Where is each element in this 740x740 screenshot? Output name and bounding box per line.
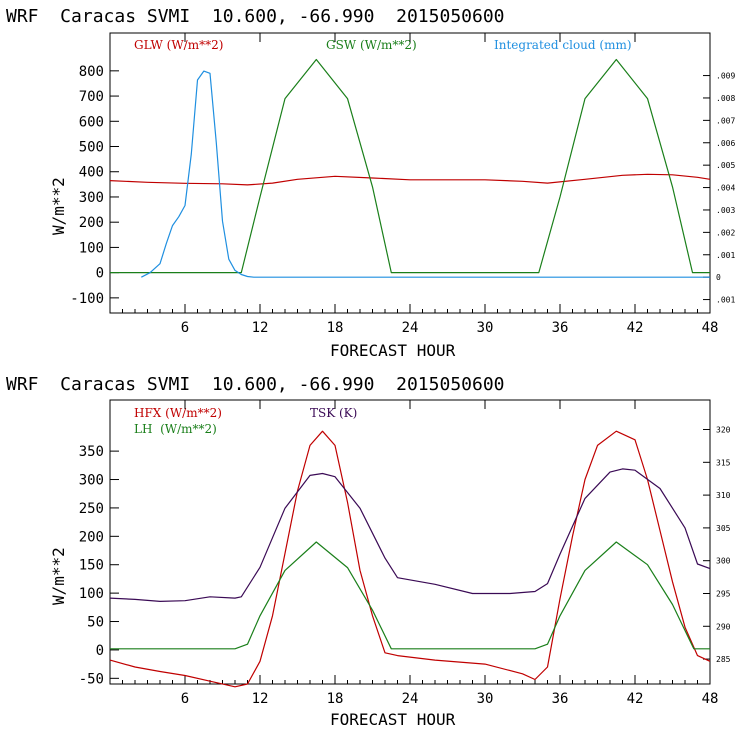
top-right-tick-label: .002 <box>716 228 735 237</box>
bottom-y-tick-label: -50 <box>79 671 104 687</box>
top-x-axis-label: FORECAST HOUR <box>330 341 456 360</box>
bottom-right-tick-label: 300 <box>716 557 731 566</box>
bottom-x-axis-label: FORECAST HOUR <box>330 710 456 729</box>
bottom-y-tick-label: 200 <box>79 529 104 545</box>
bottom-series-layer <box>109 430 711 688</box>
top-right-tick-label: .008 <box>716 94 735 103</box>
top-right-tick-label: .005 <box>716 161 735 170</box>
top-x-tick-label: 12 <box>252 320 269 336</box>
bottom-y-tick-label: 250 <box>79 501 104 517</box>
top-x-tick-label: 18 <box>327 320 344 336</box>
top-chart-title: WRF Caracas SVMI 10.600, -66.990 2015050… <box>6 6 505 27</box>
bottom-y-tick-label: 100 <box>79 586 104 602</box>
top-axis-ticks: 6 12 18 24 30 36 42 48 -100 0 100 200 300 400 500 600 70… <box>70 33 735 336</box>
bottom-y-tick-label: 150 <box>79 558 104 574</box>
top-right-tick-label: .009 <box>716 72 735 81</box>
top-x-tick-label: 6 <box>181 320 189 336</box>
top-y-axis-label: W/m**2 <box>49 177 68 235</box>
top-legend-cloud: Integrated cloud (mm) <box>494 38 632 52</box>
top-y-tick-label: 300 <box>79 190 104 206</box>
top-right-tick-label: .001 <box>716 296 735 305</box>
bottom-series-hfx <box>109 430 711 688</box>
top-y-tick-label: 200 <box>79 215 104 231</box>
top-right-tick-label: .004 <box>716 184 735 193</box>
bottom-x-tick-label: 12 <box>252 691 269 707</box>
bottom-y-tick-label: 0 <box>96 643 104 659</box>
top-series-layer <box>109 58 711 278</box>
bottom-legend-tsk: TSK (K) <box>310 406 357 420</box>
bottom-right-tick-label: 295 <box>716 589 731 598</box>
top-x-tick-label: 30 <box>477 320 494 336</box>
bottom-y-tick-label: 50 <box>87 615 104 631</box>
top-y-tick-label: 700 <box>79 89 104 105</box>
bottom-panel: WRF Caracas SVMI 10.600, -66.990 2015050… <box>6 374 731 729</box>
bottom-series-tsk <box>109 468 711 603</box>
top-x-tick-label: 48 <box>702 320 719 336</box>
bottom-legend-hfx: HFX (W/m**2) <box>134 406 222 420</box>
bottom-y-tick-label: 350 <box>79 444 104 460</box>
top-panel: WRF Caracas SVMI 10.600, -66.990 2015050… <box>6 6 735 360</box>
bottom-right-tick-label: 320 <box>716 426 731 435</box>
top-right-tick-label: .007 <box>716 116 735 125</box>
top-series-gsw <box>110 58 710 274</box>
top-x-tick-label: 36 <box>552 320 569 336</box>
top-right-tick-label: .003 <box>716 206 735 215</box>
bottom-x-tick-label: 42 <box>627 691 644 707</box>
bottom-right-tick-label: 315 <box>716 458 731 467</box>
top-y-tick-label: -100 <box>70 291 104 307</box>
top-y-tick-label: 800 <box>79 64 104 80</box>
bottom-legend-lh: LH (W/m**2) <box>134 422 217 436</box>
bottom-right-tick-label: 310 <box>716 491 731 500</box>
top-series-integrated <box>141 70 710 278</box>
bottom-plot-frame <box>109 399 711 685</box>
bottom-right-tick-label: 285 <box>716 655 731 664</box>
top-x-tick-label: 42 <box>627 320 644 336</box>
top-legend-glw: GLW (W/m**2) <box>134 38 223 52</box>
top-y-tick-label: 100 <box>79 240 104 256</box>
bottom-y-axis-label: W/m**2 <box>49 547 68 605</box>
top-y-tick-label: 500 <box>79 140 104 156</box>
top-x-tick-label: 24 <box>402 320 419 336</box>
top-right-tick-label: .001 <box>716 251 735 260</box>
bottom-right-tick-label: 290 <box>716 622 731 631</box>
top-y-tick-label: 600 <box>79 114 104 130</box>
bottom-series-lh <box>110 541 710 650</box>
bottom-x-tick-label: 18 <box>327 691 344 707</box>
top-series-glw <box>109 173 711 186</box>
bottom-x-tick-label: 6 <box>181 691 189 707</box>
top-plot-frame <box>109 32 711 314</box>
top-y-tick-label: 400 <box>79 165 104 181</box>
bottom-right-tick-label: 305 <box>716 524 731 533</box>
top-right-tick-label: 0 <box>716 273 721 282</box>
bottom-x-tick-label: 30 <box>477 691 494 707</box>
bottom-x-tick-label: 36 <box>552 691 569 707</box>
bottom-y-tick-label: 300 <box>79 473 104 489</box>
top-right-tick-label: .006 <box>716 139 735 148</box>
bottom-x-tick-label: 48 <box>702 691 719 707</box>
top-y-tick-label: 0 <box>96 266 104 282</box>
bottom-chart-title: WRF Caracas SVMI 10.600, -66.990 2015050… <box>6 374 505 395</box>
top-legend-gsw: GSW (W/m**2) <box>326 38 417 52</box>
bottom-x-tick-label: 24 <box>402 691 419 707</box>
bottom-axis-ticks: 6 12 18 24 30 36 42 48 -50 0 50 100 150 200 250 300 350 2… <box>79 400 731 707</box>
